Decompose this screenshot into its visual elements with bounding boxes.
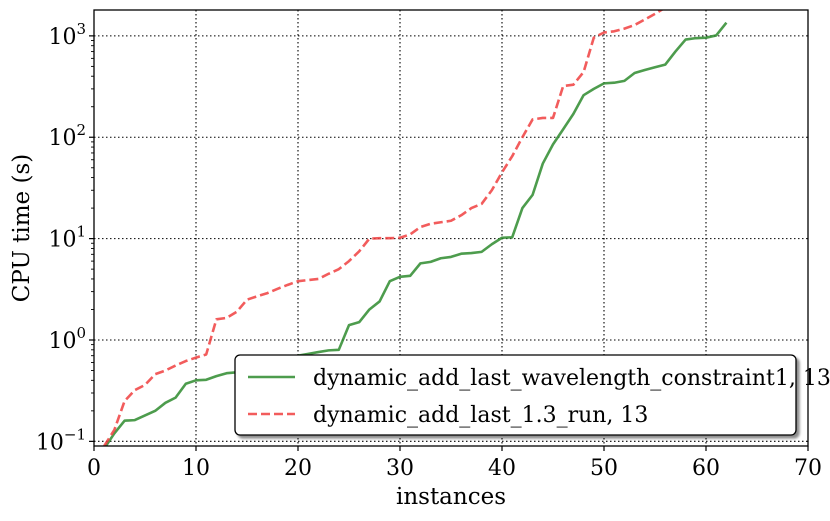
legend: dynamic_add_last_wavelength_constraint1,… bbox=[234, 354, 830, 436]
series-layer bbox=[103, 10, 728, 446]
y-tick-label: 10−1 bbox=[36, 425, 86, 455]
series-line-2 bbox=[103, 10, 664, 446]
y-tick-exponent: 3 bbox=[76, 20, 86, 38]
y-tick-base: 10 bbox=[36, 430, 64, 455]
legend-box bbox=[234, 354, 797, 436]
x-tick-label: 30 bbox=[386, 456, 414, 481]
x-tick-label: 20 bbox=[284, 456, 312, 481]
y-tick-base: 10 bbox=[48, 228, 76, 253]
legend-label-1: dynamic_add_last_wavelength_constraint1,… bbox=[313, 366, 830, 391]
y-tick-label: 101 bbox=[48, 223, 86, 253]
y-tick-exponent: 0 bbox=[76, 324, 86, 342]
x-tick-label: 40 bbox=[488, 456, 516, 481]
y-tick-exponent: 1 bbox=[76, 223, 86, 241]
x-axis-label: instances bbox=[396, 484, 506, 510]
y-tick-label: 103 bbox=[48, 20, 86, 50]
y-tick-label: 100 bbox=[48, 324, 86, 354]
x-tick-label: 10 bbox=[182, 456, 210, 481]
x-tick-label: 70 bbox=[794, 456, 822, 481]
x-tick-label: 50 bbox=[590, 456, 618, 481]
legend-label-2: dynamic_add_last_1.3_run, 13 bbox=[313, 403, 648, 428]
x-tick-label: 0 bbox=[87, 456, 101, 481]
y-tick-base: 10 bbox=[48, 25, 76, 50]
y-tick-base: 10 bbox=[48, 126, 76, 151]
y-tick-base: 10 bbox=[48, 329, 76, 354]
y-tick-exponent: 2 bbox=[76, 121, 86, 139]
x-tick-label: 60 bbox=[692, 456, 720, 481]
y-axis-label: CPU time (s) bbox=[9, 154, 35, 302]
plot-frame bbox=[93, 9, 809, 447]
y-tick-exponent: −1 bbox=[64, 425, 86, 443]
y-tick-label: 102 bbox=[48, 121, 86, 151]
series-line-1 bbox=[104, 21, 728, 446]
